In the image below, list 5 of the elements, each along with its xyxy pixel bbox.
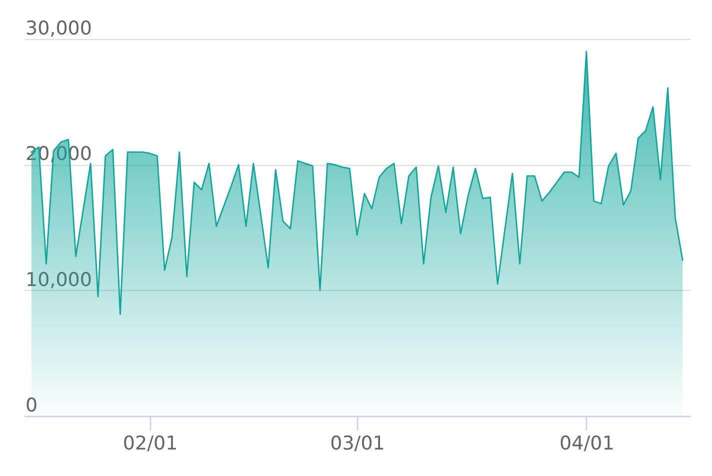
x-tick-label: 03/01 — [330, 432, 385, 454]
y-tick-label: 30,000 — [26, 18, 92, 40]
x-tick-label: 02/01 — [122, 432, 178, 454]
y-tick-label: 0 — [26, 394, 38, 416]
x-tick-label: 04/01 — [560, 432, 614, 454]
